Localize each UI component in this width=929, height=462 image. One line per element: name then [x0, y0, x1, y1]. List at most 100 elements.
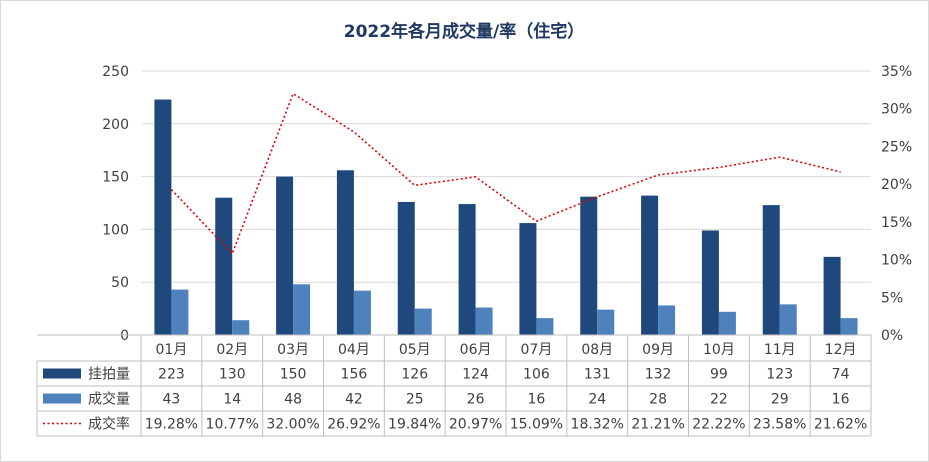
bar-挂拍量 [701, 230, 719, 335]
bar-成交量 [293, 284, 311, 335]
category-label: 04月 [338, 342, 370, 358]
y-right-tick-label: 5% [881, 290, 903, 306]
data-label: 26 [467, 392, 485, 408]
bar-挂拍量 [336, 170, 354, 335]
axes: 0 50 100 150 200 250 0% 5% 10% 15% 20% 25% 30% 35% [102, 64, 912, 344]
bar-挂拍量 [519, 223, 537, 335]
data-label: 25 [406, 392, 424, 408]
data-label: 223 [158, 367, 185, 383]
data-label: 156 [341, 367, 368, 383]
data-label: 23.58% [753, 417, 806, 433]
data-label: 15.09% [510, 417, 563, 433]
data-label: 24 [588, 392, 606, 408]
category-label: 08月 [581, 342, 613, 358]
data-label: 21.62% [814, 417, 867, 433]
data-label: 20.97% [449, 417, 502, 433]
data-label: 14 [223, 392, 241, 408]
data-label: 123 [766, 367, 793, 383]
bar-挂拍量 [276, 176, 294, 335]
bar-挂拍量 [215, 197, 233, 335]
data-label: 42 [345, 392, 363, 408]
y-right-tick-label: 20% [881, 177, 912, 193]
data-label: 21.21% [631, 417, 684, 433]
bar-成交量 [536, 318, 554, 335]
bar-成交量 [475, 307, 493, 335]
y-right-tick-label: 35% [881, 64, 912, 80]
bar-挂拍量 [580, 196, 598, 335]
data-label: 16 [832, 392, 850, 408]
bar-成交量 [779, 304, 797, 335]
line-成交率 [170, 92, 841, 256]
y-left-tick-label: 250 [102, 64, 129, 80]
data-label: 19.28% [145, 417, 198, 433]
bar-成交量 [232, 320, 250, 335]
data-label: 28 [649, 392, 667, 408]
data-label: 130 [219, 367, 246, 383]
y-left-tick-label: 200 [102, 117, 129, 133]
chart-title: 2022年各月成交量/率（住宅） [344, 21, 585, 42]
category-label: 09月 [642, 342, 674, 358]
legend-label: 成交量 [88, 391, 130, 408]
y-left-tick-label: 50 [111, 275, 129, 291]
bar-成交量 [840, 318, 858, 335]
y-right-tick-label: 0% [881, 328, 903, 344]
data-label: 22.22% [692, 417, 745, 433]
y-right-tick-label: 25% [881, 139, 912, 155]
data-label: 131 [584, 367, 611, 383]
category-label: 03月 [277, 342, 309, 358]
category-label: 10月 [703, 342, 735, 358]
data-label: 74 [832, 367, 850, 383]
bar-挂拍量 [458, 204, 476, 335]
legend-key-成交量 [43, 393, 81, 404]
data-label: 124 [462, 367, 489, 383]
data-label: 106 [523, 367, 550, 383]
category-label: 11月 [764, 342, 796, 358]
bar-成交量 [658, 305, 676, 335]
bar-成交量 [171, 289, 189, 335]
legend-key-挂拍量 [43, 368, 81, 379]
category-label: 06月 [460, 342, 492, 358]
data-label: 16 [528, 392, 546, 408]
y-right-tick-label: 30% [881, 102, 912, 118]
data-label: 43 [163, 392, 181, 408]
data-label: 18.32% [571, 417, 624, 433]
bar-挂拍量 [762, 205, 780, 335]
rate-line [170, 92, 841, 256]
category-label: 05月 [399, 342, 431, 358]
data-label: 22 [710, 392, 728, 408]
gridlines [141, 70, 871, 283]
y-right-tick-label: 10% [881, 253, 912, 269]
data-label: 126 [401, 367, 428, 383]
data-label: 10.77% [206, 417, 259, 433]
data-label: 150 [280, 367, 307, 383]
data-label: 32.00% [266, 417, 319, 433]
data-label: 26.92% [327, 417, 380, 433]
y-right-tick-label: 15% [881, 215, 912, 231]
bar-挂拍量 [641, 195, 659, 335]
category-label: 01月 [156, 342, 188, 358]
category-label: 12月 [825, 342, 857, 358]
bar-挂拍量 [397, 201, 415, 335]
data-label: 19.84% [388, 417, 441, 433]
data-label: 48 [284, 392, 302, 408]
bar-成交量 [597, 309, 615, 335]
bar-成交量 [353, 290, 371, 335]
data-label: 29 [771, 392, 789, 408]
category-label: 02月 [216, 342, 248, 358]
legend-label: 成交率 [88, 416, 130, 433]
y-left-tick-label: 100 [102, 222, 129, 238]
y-left-tick-label: 0 [120, 328, 129, 344]
bar-挂拍量 [154, 99, 172, 336]
category-label: 07月 [521, 342, 553, 358]
data-label: 99 [710, 367, 728, 383]
bar-成交量 [414, 308, 432, 335]
data-label: 132 [645, 367, 672, 383]
bars [154, 99, 858, 336]
y-left-tick-label: 150 [102, 170, 129, 186]
legend-label: 挂拍量 [88, 367, 130, 383]
bar-挂拍量 [823, 256, 841, 335]
bar-成交量 [718, 311, 736, 335]
